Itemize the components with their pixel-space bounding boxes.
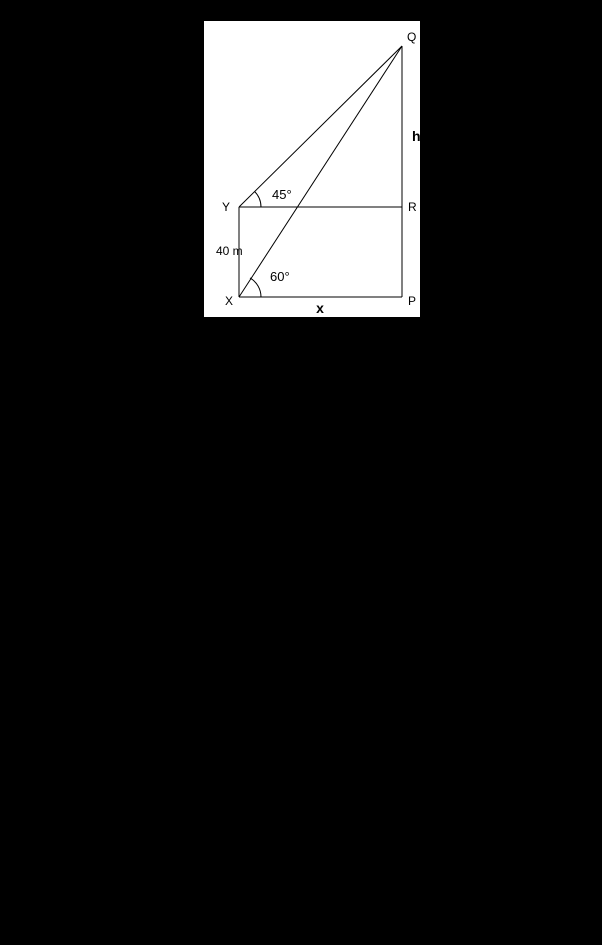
- label-side40: 40 m: [216, 244, 243, 258]
- label-Q: Q: [407, 30, 416, 44]
- label-P: P: [408, 294, 416, 308]
- label-R: R: [408, 200, 417, 214]
- label-angle45: 45°: [272, 187, 292, 202]
- label-side_h: h: [412, 128, 420, 144]
- figure-svg: Q Y R X P 45° 60° 40 m x h: [204, 21, 420, 317]
- label-side_x: x: [316, 300, 324, 316]
- label-Y: Y: [222, 200, 230, 214]
- angle-arc-X: [250, 278, 261, 297]
- label-angle60: 60°: [270, 269, 290, 284]
- geometry-figure: Q Y R X P 45° 60° 40 m x h: [204, 21, 420, 317]
- angle-arc-Y: [255, 191, 261, 207]
- edge-X-Q: [239, 46, 402, 297]
- label-X: X: [225, 294, 233, 308]
- edge-Y-Q: [239, 46, 402, 207]
